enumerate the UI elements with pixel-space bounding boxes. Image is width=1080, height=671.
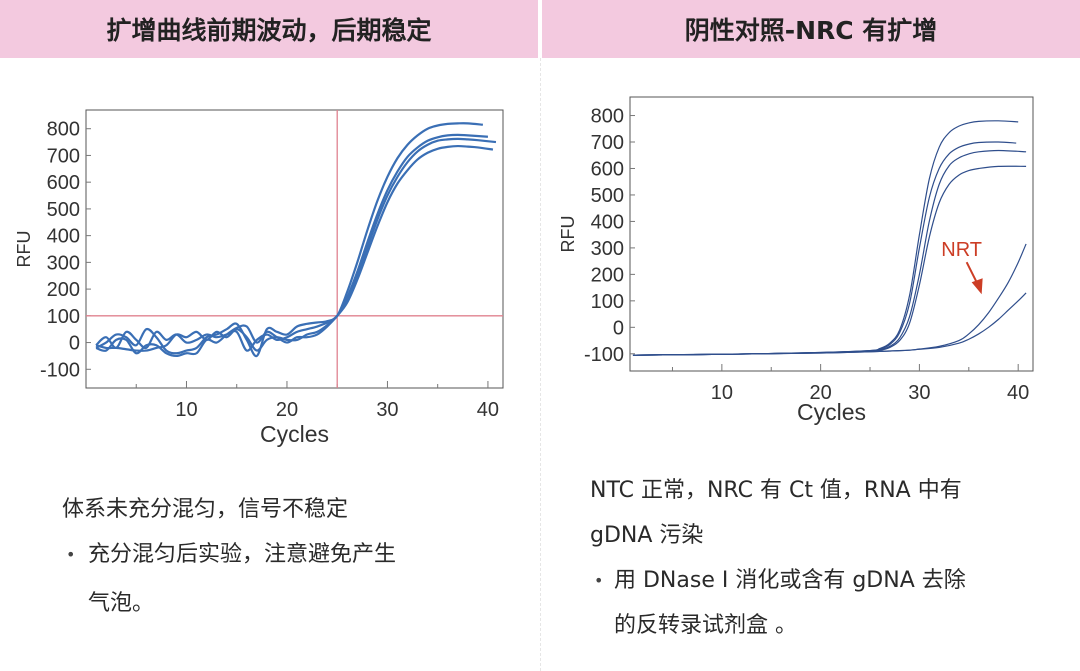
left-bullet-line-1: 充分混匀后实验，注意避免产生 (88, 542, 397, 567)
y-tick-label: 700 (47, 145, 80, 167)
left-heading: 体系未充分混匀，信号不稳定 (62, 497, 349, 522)
amplification-curve (95, 122, 484, 358)
panel-divider (540, 58, 541, 671)
y-tick-label: 600 (591, 158, 624, 180)
y-tick-label: 200 (47, 279, 80, 301)
right-heading-line-1: NTC 正常，NRC 有 Ct 值，RNA 中有 (590, 478, 962, 503)
amplification-curve (95, 137, 497, 352)
y-tick-label: 400 (591, 211, 624, 233)
right-panel-title: 阴性对照-NRC 有扩增 (542, 0, 1080, 58)
left-bullet-icon: • (66, 545, 76, 564)
left-panel-title: 扩增曲线前期波动，后期稳定 (0, 0, 538, 58)
y-tick-label: 100 (47, 306, 80, 328)
amplification-curve (632, 120, 1019, 356)
amplification-curve (95, 133, 489, 352)
plot-frame (85, 109, 504, 389)
y-tick-label: -100 (40, 359, 80, 381)
chart-2: -100 0 100 200 300 400 500 600 700 800 10 20 30 40 Cyc… (558, 96, 1034, 425)
x-tick-label: 20 (276, 399, 298, 421)
x-axis-label: Cycles (797, 399, 866, 425)
right-heading-line-2: gDNA 污染 (590, 523, 704, 548)
nrt-arrow-head-icon (971, 278, 983, 295)
nrt-curve (632, 292, 1027, 356)
x-axis-label: Cycles (260, 421, 329, 447)
y-tick-label: 300 (47, 252, 80, 274)
y-tick-label: 200 (591, 264, 624, 286)
x-tick-label: 10 (711, 382, 733, 404)
y-tick-label: 800 (591, 106, 624, 128)
y-tick-label: 800 (47, 119, 80, 141)
nrt-label: NRT (941, 239, 982, 261)
y-tick-label: 0 (613, 317, 624, 339)
plot-frame (629, 96, 1034, 372)
y-tick-label: 600 (47, 172, 80, 194)
amplification-curve (95, 144, 494, 358)
y-tick-label: 500 (47, 199, 80, 221)
right-bullet-line-1: 用 DNase Ⅰ 消化或含有 gDNA 去除 (614, 568, 966, 593)
chart-1: -100 0 100 200 300 400 500 600 700 800 10 20 30 40 Cyc… (14, 109, 504, 447)
x-tick-label: 30 (908, 382, 930, 404)
x-tick-label: 40 (477, 399, 499, 421)
x-tick-label: 10 (175, 399, 197, 421)
left-bullet-line-2: 气泡。 (88, 591, 155, 616)
y-axis-label: RFU (14, 231, 34, 268)
x-tick-label: 20 (810, 382, 832, 404)
y-tick-label: -100 (584, 344, 624, 366)
x-tick-label: 40 (1007, 382, 1029, 404)
y-tick-label: 300 (591, 238, 624, 260)
right-bullet-line-2: 的反转录试剂盒 。 (614, 613, 797, 638)
y-axis-label: RFU (558, 216, 578, 253)
y-tick-label: 100 (591, 291, 624, 313)
y-tick-label: 400 (47, 226, 80, 248)
x-tick-label: 30 (376, 399, 398, 421)
right-bullet-icon: • (594, 571, 604, 590)
y-tick-label: 500 (591, 185, 624, 207)
y-tick-label: 0 (69, 333, 80, 355)
y-tick-label: 700 (591, 132, 624, 154)
